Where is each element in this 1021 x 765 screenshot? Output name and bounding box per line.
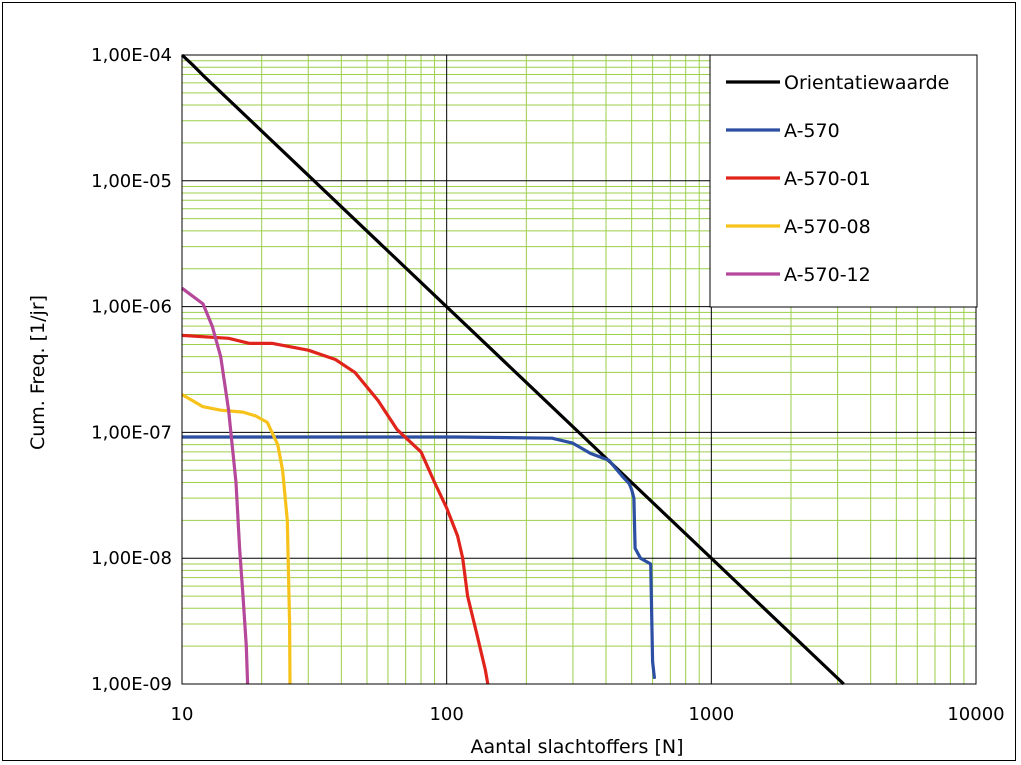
- legend-label: A-570-08: [784, 216, 871, 238]
- x-axis-title: Aantal slachtoffers [N]: [470, 736, 683, 758]
- legend-label: A-570-12: [784, 264, 871, 286]
- y-tick-label: 1,00E-08: [91, 548, 172, 569]
- series-line-a-570-08: [181, 393, 292, 685]
- y-tick-label: 1,00E-05: [91, 171, 172, 192]
- series-line-a-570-12: [181, 286, 250, 685]
- y-tick-label: 1,00E-04: [91, 45, 172, 66]
- y-tick-label: 1,00E-09: [91, 674, 172, 695]
- y-axis-ticks: 1,00E-04 1,00E-05 1,00E-06 1,00E-07 1,00E-08…: [91, 45, 172, 695]
- x-tick-label: 10000: [947, 704, 1004, 725]
- plot-border: [181, 54, 977, 685]
- y-axis-title: Cum. Freq. [1/jr]: [27, 295, 49, 450]
- series-layer: [180, 53, 845, 686]
- legend-box: [709, 54, 978, 308]
- series-line-a-570: [182, 435, 657, 679]
- legend-label: A-570-01: [784, 168, 871, 190]
- series-line-a-570-01: [181, 333, 490, 685]
- series-line-orientatiewaarde: [180, 53, 845, 686]
- legend-label: A-570: [784, 120, 840, 142]
- x-axis-ticks: 10 100 1000 10000: [171, 704, 1005, 725]
- x-tick-label: 100: [429, 704, 463, 725]
- y-tick-label: 1,00E-07: [91, 422, 172, 443]
- legend: Orientatiewaarde A-570 A-570-01 A-570-08 A-5…: [709, 54, 978, 308]
- y-tick-label: 1,00E-06: [91, 297, 172, 318]
- x-tick-label: 10: [171, 704, 194, 725]
- legend-label: Orientatiewaarde: [784, 72, 949, 94]
- x-tick-label: 1000: [688, 704, 734, 725]
